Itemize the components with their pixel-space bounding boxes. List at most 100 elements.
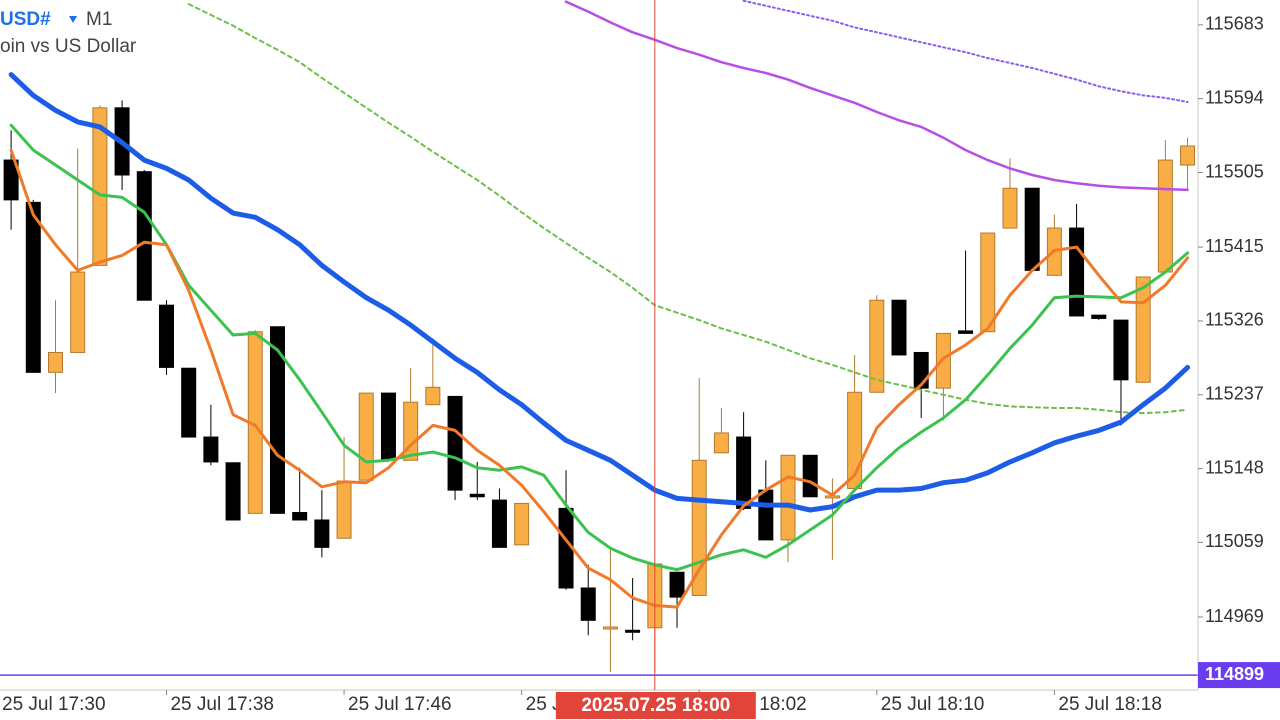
candle-body: [92, 107, 108, 266]
y-tick-label: 115326: [1205, 310, 1264, 330]
symbol[interactable]: USD#: [0, 9, 51, 30]
candle: [1135, 276, 1151, 383]
dropdown-icon[interactable]: [69, 16, 77, 23]
candle: [1113, 319, 1129, 426]
candle-body: [25, 201, 41, 373]
moving-average-line: [8, 72, 1191, 513]
candle: [491, 488, 507, 548]
candle-body: [403, 401, 419, 461]
candle-body: [469, 493, 485, 498]
candle-body: [935, 332, 951, 389]
y-tick-label: 115237: [1205, 384, 1264, 404]
candle: [336, 437, 352, 539]
candle-body: [1113, 319, 1129, 381]
crosshair-badge: [555, 692, 756, 719]
candle-body: [780, 454, 796, 541]
candle: [1180, 137, 1196, 190]
candle-body: [602, 626, 618, 630]
candle: [558, 470, 574, 590]
candle: [25, 199, 41, 373]
candle-body: [447, 395, 463, 491]
timeframe[interactable]: M1: [86, 9, 112, 30]
moving-average-line: [742, 0, 1189, 103]
y-tick-label: 115415: [1205, 236, 1264, 256]
candle: [891, 299, 907, 356]
candle: [980, 232, 996, 333]
candle: [1091, 314, 1107, 321]
moving-average-line: [187, 3, 1189, 414]
candle-body: [1024, 187, 1040, 271]
candle: [869, 295, 885, 393]
x-tick-label: 25 Jul 17:38: [170, 694, 274, 715]
candle: [1024, 187, 1040, 271]
candle: [935, 332, 951, 421]
candle-body: [136, 171, 152, 301]
candle: [269, 326, 285, 514]
candle-body: [181, 367, 197, 438]
candle-body: [158, 304, 174, 368]
candle-body: [1002, 187, 1018, 229]
candle: [92, 105, 108, 266]
candle: [70, 148, 86, 353]
candle-body: [1135, 276, 1151, 383]
candle: [580, 564, 596, 636]
candle-body: [580, 587, 596, 621]
candle: [669, 571, 685, 628]
candle: [713, 408, 729, 454]
candle-body: [491, 499, 507, 548]
moving-average-line: [9, 148, 1190, 609]
candle-body: [713, 432, 729, 454]
candle: [136, 170, 152, 301]
candle-body: [1069, 227, 1085, 317]
candle-body: [70, 271, 86, 353]
plot-area: [0, 0, 1198, 676]
current-price-label: 114899: [1205, 664, 1264, 684]
candle-body: [358, 392, 374, 481]
candle-body: [314, 519, 330, 548]
y-tick-label: 115594: [1205, 87, 1264, 107]
candle: [3, 130, 19, 230]
candle: [225, 462, 241, 521]
candle: [625, 578, 641, 641]
candle: [158, 300, 174, 375]
candle: [514, 502, 530, 546]
candle-body: [1091, 314, 1107, 319]
candle: [447, 395, 463, 501]
y-tick-label: 115683: [1205, 14, 1264, 34]
candle-body: [1180, 145, 1196, 166]
candle: [802, 454, 818, 498]
candle: [425, 338, 441, 406]
overlay: 114899 2025.07.25 18:00: [555, 0, 1280, 719]
candle: [358, 392, 374, 481]
candle-body: [336, 480, 352, 539]
candle-body: [514, 502, 530, 546]
candle: [958, 250, 974, 334]
y-tick-label: 114969: [1205, 606, 1264, 626]
x-tick-label: 25 Jul 18:18: [1058, 694, 1162, 715]
moving-average-line: [9, 123, 1190, 572]
symbol-description: oin vs US Dollar: [0, 36, 137, 57]
candle-body: [802, 454, 818, 498]
y-tick-label: 115148: [1205, 457, 1264, 477]
current-price-badge: [1198, 662, 1280, 689]
candle-body: [669, 571, 685, 598]
candle-body: [625, 629, 641, 633]
candle-body: [203, 436, 219, 463]
candle-body: [869, 299, 885, 393]
candle-body: [736, 436, 752, 509]
candle-body: [891, 299, 907, 356]
candle-body: [380, 392, 396, 461]
candle-body: [47, 351, 63, 373]
candle-body: [225, 462, 241, 521]
candle-body: [425, 386, 441, 406]
moving-average-line: [564, 0, 1189, 192]
candle: [203, 404, 219, 466]
candle-body: [292, 512, 308, 521]
candle: [380, 392, 396, 461]
x-tick-label: 25 Jul 17:46: [348, 694, 452, 715]
candle-body: [758, 489, 774, 541]
x-tick-label: 25 Jul 18:10: [881, 694, 985, 715]
candle-body: [1157, 159, 1173, 273]
